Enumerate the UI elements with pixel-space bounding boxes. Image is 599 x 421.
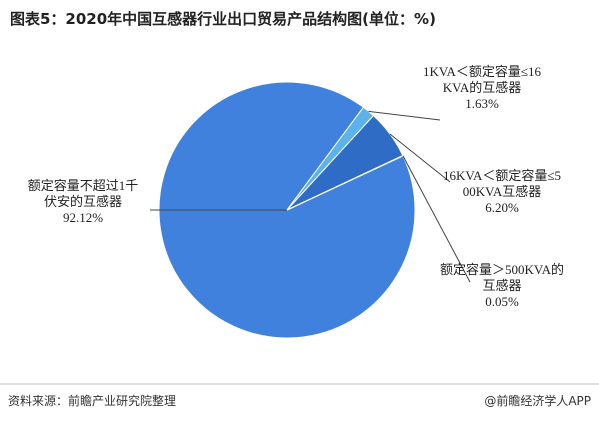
category-label: 1KVA＜额定容量≤16KVA的互感器: [422, 64, 542, 95]
value-label: 1.63%: [465, 96, 499, 111]
slice-label: 1KVA＜额定容量≤16KVA的互感器 1.63%: [420, 64, 544, 112]
category-label: 16KVA＜额定容量≤500KVA互感器: [442, 168, 562, 199]
leader-line: [389, 133, 451, 183]
category-label: 额定容量＞500KVA的互感器: [440, 262, 564, 293]
slice-label: 16KVA＜额定容量≤500KVA互感器 6.20%: [440, 168, 564, 216]
footer: @前瞻经济学人APP: [484, 394, 591, 408]
leader-line: [402, 155, 471, 283]
category-label: 额定容量不超过1千伏安的互感器: [27, 178, 139, 209]
value-label: 92.12%: [62, 210, 104, 225]
leader-line: [368, 110, 441, 121]
chart-title: 图表5：2020年中国互感器行业出口贸易产品结构图(单位：%): [10, 10, 436, 28]
slice-label: 额定容量不超过1千伏安的互感器 92.12%: [22, 178, 144, 226]
value-label: 0.05%: [485, 294, 519, 309]
value-label: 6.20%: [485, 200, 519, 215]
slice-label: 额定容量＞500KVA的互感器 0.05%: [440, 262, 564, 310]
source: 资料来源：前瞻产业研究院整理: [8, 394, 177, 408]
